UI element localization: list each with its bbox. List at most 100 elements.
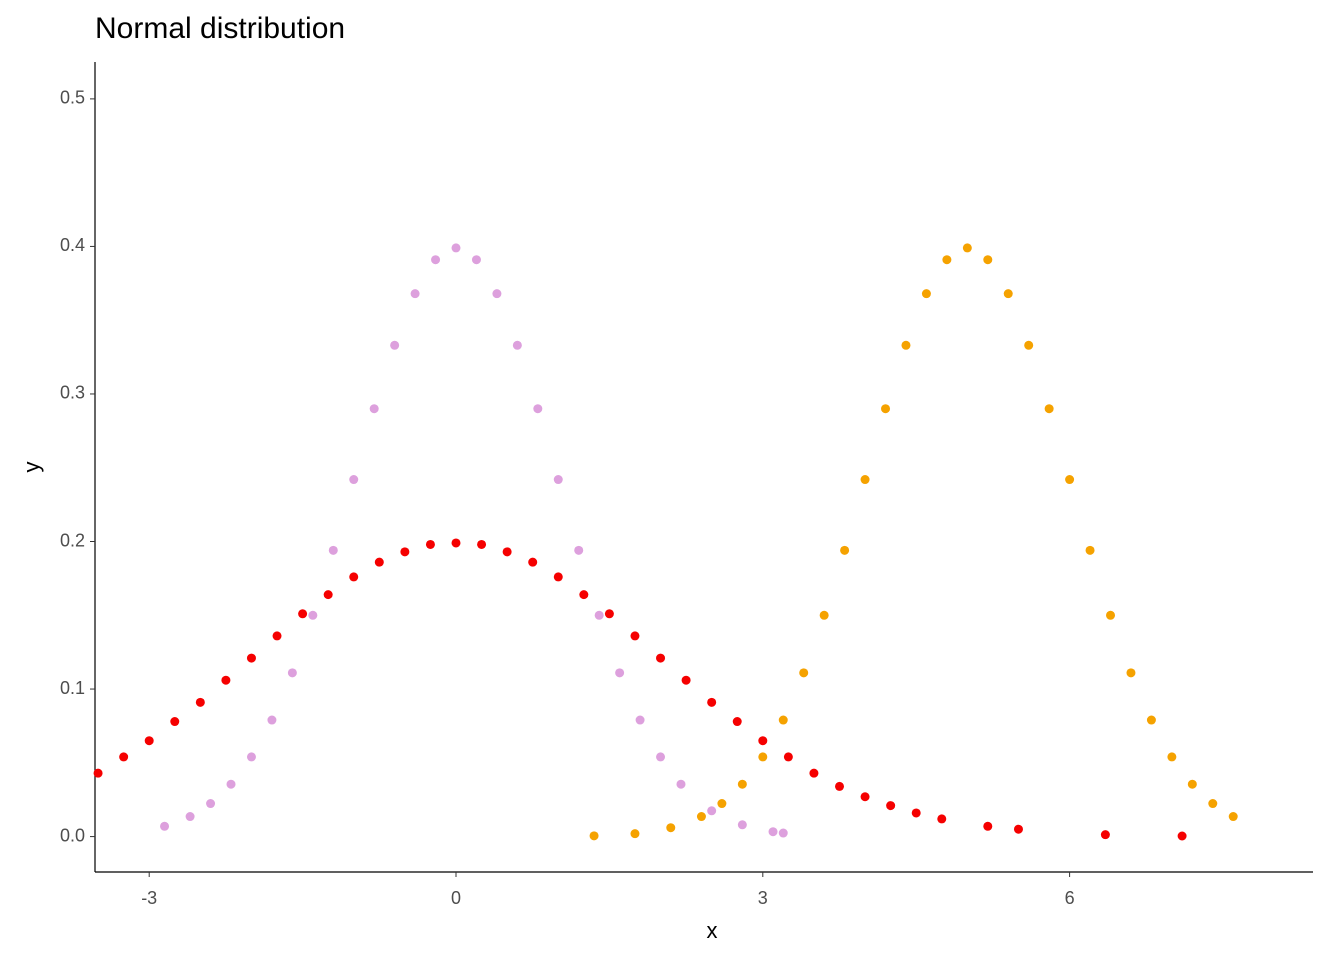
point <box>323 590 333 600</box>
point <box>615 668 625 678</box>
point <box>451 243 461 253</box>
y-tick-label: 0.1 <box>60 678 85 698</box>
point <box>737 779 747 789</box>
point <box>1003 289 1013 299</box>
point <box>656 653 666 663</box>
point <box>835 781 845 791</box>
point <box>471 255 481 265</box>
point <box>778 715 788 725</box>
x-tick-label: 6 <box>1065 888 1075 908</box>
y-tick-label: 0.4 <box>60 235 85 255</box>
point <box>901 340 911 350</box>
point <box>144 736 154 746</box>
point <box>1065 475 1075 485</box>
point <box>809 768 819 778</box>
point <box>1187 779 1197 789</box>
point <box>937 814 947 824</box>
point <box>185 812 195 822</box>
point <box>758 736 768 746</box>
point <box>962 243 972 253</box>
y-tick-label: 0.0 <box>60 825 85 845</box>
point <box>287 668 297 678</box>
point <box>942 255 952 265</box>
point <box>666 823 676 833</box>
point <box>778 828 788 838</box>
x-tick-label: 3 <box>758 888 768 908</box>
point <box>451 538 461 548</box>
point <box>737 820 747 830</box>
point <box>1044 404 1054 414</box>
point <box>921 289 931 299</box>
point <box>226 779 236 789</box>
point <box>502 547 512 557</box>
point <box>768 827 778 837</box>
point <box>579 590 589 600</box>
point <box>911 808 921 818</box>
point <box>676 779 686 789</box>
point <box>1167 752 1177 762</box>
point <box>1024 340 1034 350</box>
point <box>707 806 717 816</box>
point <box>328 545 338 555</box>
point <box>533 404 543 414</box>
point <box>717 799 727 809</box>
point <box>410 289 420 299</box>
point <box>308 610 318 620</box>
point <box>246 653 256 663</box>
x-tick-label: 0 <box>451 888 461 908</box>
point <box>170 717 180 727</box>
point <box>860 792 870 802</box>
point <box>983 255 993 265</box>
point <box>635 715 645 725</box>
y-axis-title: y <box>19 462 44 473</box>
point <box>983 821 993 831</box>
point <box>1013 824 1023 834</box>
point <box>589 831 599 841</box>
chart-title: Normal distribution <box>95 12 345 45</box>
point <box>160 821 170 831</box>
point <box>298 609 308 619</box>
y-tick-label: 0.2 <box>60 530 85 550</box>
point <box>425 539 435 549</box>
point <box>783 752 793 762</box>
point <box>1085 545 1095 555</box>
point <box>477 539 487 549</box>
point <box>492 289 502 299</box>
point <box>267 715 277 725</box>
x-axis-title: x <box>707 918 718 943</box>
point <box>390 340 400 350</box>
point <box>758 752 768 762</box>
point <box>369 404 379 414</box>
point <box>840 545 850 555</box>
point <box>886 801 896 811</box>
point <box>604 609 614 619</box>
point <box>553 475 563 485</box>
point <box>553 572 563 582</box>
point <box>819 610 829 620</box>
point <box>799 668 809 678</box>
point <box>512 340 522 350</box>
point <box>681 675 691 685</box>
point <box>431 255 441 265</box>
point <box>1100 830 1110 840</box>
point <box>707 697 717 707</box>
point <box>1106 610 1116 620</box>
point <box>1126 668 1136 678</box>
point <box>630 631 640 641</box>
point <box>349 475 359 485</box>
point <box>594 610 604 620</box>
point <box>630 829 640 839</box>
point <box>656 752 666 762</box>
point <box>272 631 282 641</box>
point <box>574 545 584 555</box>
y-tick-label: 0.5 <box>60 88 85 108</box>
point <box>206 799 216 809</box>
point <box>1228 812 1238 822</box>
point <box>195 697 205 707</box>
point <box>119 752 129 762</box>
point <box>1146 715 1156 725</box>
point <box>93 768 103 778</box>
point <box>732 717 742 727</box>
point <box>881 404 891 414</box>
